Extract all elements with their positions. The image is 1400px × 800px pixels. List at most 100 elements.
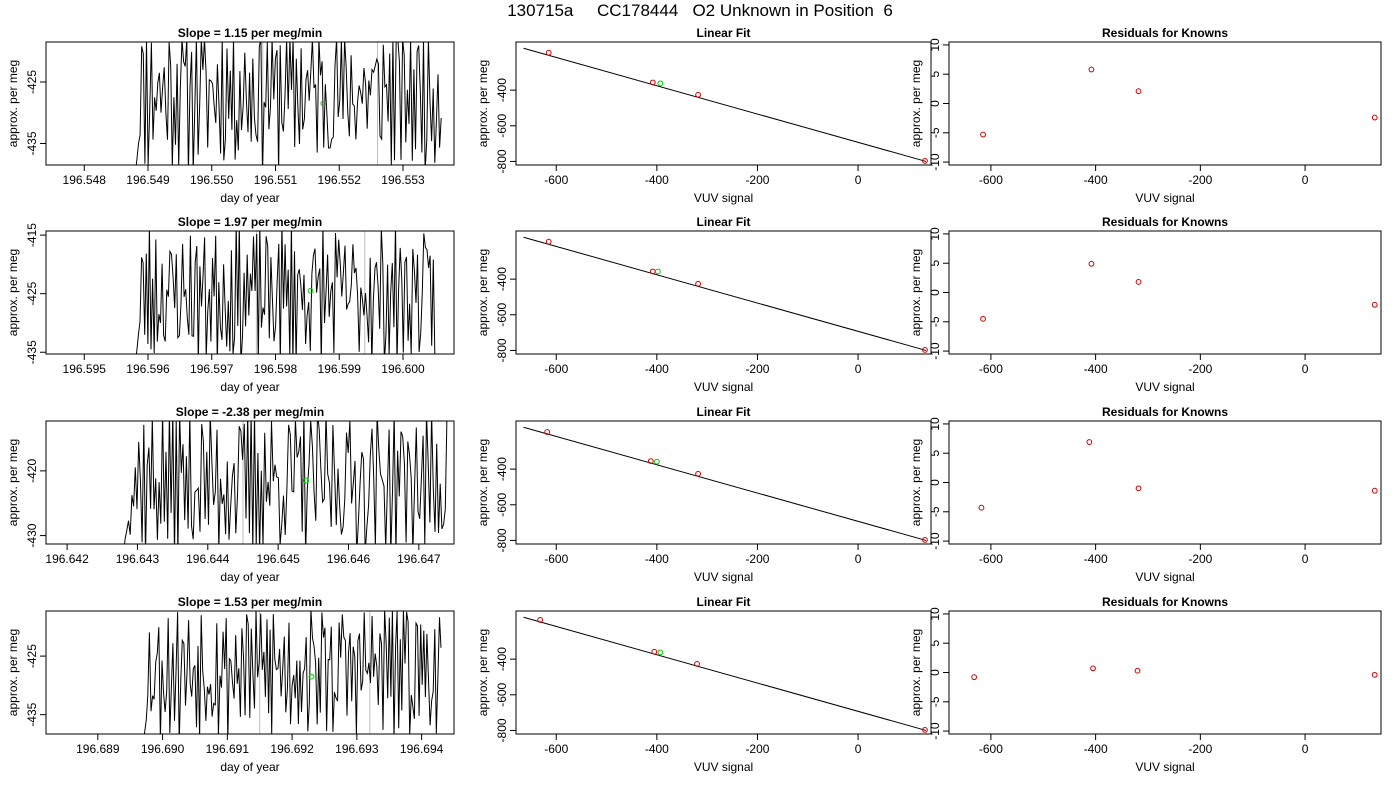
- known-point: [1088, 260, 1095, 267]
- known-point: [1135, 485, 1142, 492]
- y-tick-label: 0: [928, 100, 942, 107]
- panel-title: Slope = 1.97 per meg/min: [178, 215, 322, 229]
- panel-title: Residuals for Knowns: [1102, 595, 1228, 609]
- x-tick-label: 196.642: [45, 552, 89, 566]
- y-tick-label: 10: [928, 417, 942, 431]
- y-tick-label: -400: [495, 267, 509, 291]
- x-tick-label: 196.691: [206, 742, 250, 756]
- known-point: [922, 727, 928, 733]
- y-tick-label: -600: [495, 113, 509, 137]
- plot-frame: [45, 420, 455, 545]
- known-point: [922, 347, 928, 353]
- x-tick-label: 196.552: [318, 173, 362, 187]
- y-axis-label: approx. per meg: [6, 249, 20, 336]
- y-tick-label: 0: [928, 669, 942, 676]
- plot-frame: [948, 41, 1382, 166]
- y-tick-label: -400: [495, 457, 509, 481]
- known-point: [695, 91, 701, 98]
- y-axis-label: approx. per meg: [6, 439, 20, 526]
- y-tick-label: 10: [928, 38, 942, 52]
- x-tick-label: 196.692: [270, 742, 314, 756]
- y-tick-label: -425: [25, 644, 39, 668]
- x-axis-label: VUV signal: [1135, 760, 1194, 774]
- plot-frame: [515, 610, 932, 735]
- panel-title: Residuals for Knowns: [1102, 405, 1228, 419]
- y-axis-label: approx. per meg: [909, 629, 923, 716]
- x-tick-label: 196.598: [254, 362, 298, 376]
- known-point: [694, 661, 700, 667]
- x-tick-label: 196.550: [190, 173, 234, 187]
- x-axis-label: day of year: [220, 191, 279, 205]
- x-tick-label: -200: [1188, 742, 1212, 756]
- x-tick-label: 0: [1302, 362, 1309, 376]
- panel-title: Residuals for Knowns: [1102, 26, 1228, 40]
- x-tick-label: 196.599: [318, 362, 362, 376]
- x-tick-label: -600: [979, 552, 1003, 566]
- unknown-point: [320, 100, 327, 107]
- x-tick-label: -200: [745, 552, 769, 566]
- unknown-point: [653, 458, 660, 465]
- panel-title: Residuals for Knowns: [1102, 215, 1228, 229]
- known-point: [922, 158, 928, 164]
- known-point: [971, 674, 978, 681]
- plot-frame: [45, 230, 455, 355]
- x-axis-label: day of year: [220, 570, 279, 584]
- y-tick-label: -5: [928, 316, 942, 327]
- x-tick-label: 0: [855, 173, 862, 187]
- x-tick-label: -400: [1084, 362, 1108, 376]
- y-axis-label: approx. per meg: [909, 249, 923, 336]
- y-tick-label: -600: [495, 682, 509, 706]
- x-tick-label: 196.553: [381, 173, 425, 187]
- y-tick-label: 5: [928, 260, 942, 267]
- y-tick-label: -430: [25, 523, 39, 547]
- known-point: [647, 458, 654, 465]
- y-tick-label: 5: [928, 640, 942, 647]
- x-tick-label: -600: [544, 742, 568, 756]
- known-point: [545, 238, 552, 245]
- signal-trace: [124, 421, 448, 544]
- x-axis-label: VUV signal: [1135, 380, 1194, 394]
- y-axis-label: approx. per meg: [909, 439, 923, 526]
- y-tick-label: -800: [495, 528, 509, 552]
- known-point: [1371, 487, 1378, 494]
- x-tick-label: 196.595: [63, 362, 107, 376]
- y-tick-label: -400: [495, 78, 509, 102]
- figure-title: 130715a CC178444 O2 Unknown in Position …: [507, 1, 893, 20]
- plot-frame: [45, 610, 455, 735]
- x-tick-label: 0: [1302, 552, 1309, 566]
- y-axis-label: approx. per meg: [6, 629, 20, 716]
- x-tick-label: -600: [979, 173, 1003, 187]
- plot-frame: [515, 230, 932, 355]
- x-tick-label: 196.643: [116, 552, 160, 566]
- y-axis-label: approx. per meg: [909, 60, 923, 147]
- y-tick-label: -10: [928, 532, 942, 550]
- x-tick-label: 196.644: [186, 552, 230, 566]
- y-axis-label: approx. per meg: [476, 439, 490, 526]
- x-tick-label: -200: [745, 362, 769, 376]
- x-tick-label: -400: [1084, 552, 1108, 566]
- x-tick-label: -200: [745, 173, 769, 187]
- known-point: [980, 131, 986, 138]
- y-tick-label: -435: [25, 340, 39, 364]
- known-point: [537, 617, 544, 623]
- y-tick-label: -600: [495, 492, 509, 516]
- signal-trace: [143, 611, 442, 734]
- known-point: [545, 49, 552, 56]
- y-tick-label: -800: [495, 149, 509, 173]
- x-tick-label: 196.647: [397, 552, 441, 566]
- x-tick-label: -400: [645, 173, 669, 187]
- x-tick-label: 196.551: [254, 173, 298, 187]
- plot-frame: [948, 610, 1382, 735]
- y-tick-label: -5: [928, 506, 942, 517]
- unknown-point: [657, 649, 664, 656]
- plot-frame: [45, 41, 455, 166]
- unknown-point: [307, 287, 314, 294]
- fit-line: [523, 426, 927, 541]
- panel-title: Linear Fit: [696, 215, 750, 229]
- panel-title: Linear Fit: [696, 26, 750, 40]
- y-tick-label: -5: [928, 696, 942, 707]
- panel-title: Linear Fit: [696, 595, 750, 609]
- y-axis-label: approx. per meg: [476, 629, 490, 716]
- x-tick-label: 196.549: [126, 173, 170, 187]
